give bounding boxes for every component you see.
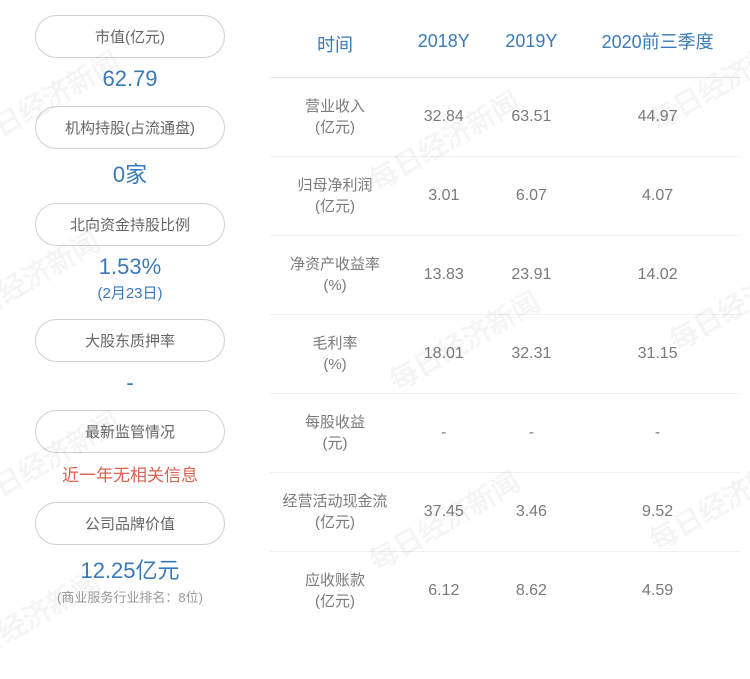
- cell: -: [575, 394, 740, 473]
- market-cap-label: 市值(亿元): [35, 15, 225, 58]
- table-row: 净资产收益率(%) 13.83 23.91 14.02: [270, 236, 740, 315]
- regulatory-status-label: 最新监管情况: [35, 410, 225, 453]
- table-row: 应收账款(亿元) 6.12 8.62 4.59: [270, 552, 740, 631]
- row-label-netprofit: 归母净利润(亿元): [270, 157, 400, 236]
- brand-value-note: (商业服务行业排名：8位): [57, 587, 203, 606]
- table-row: 经营活动现金流(亿元) 37.45 3.46 9.52: [270, 473, 740, 552]
- header-2019: 2019Y: [488, 15, 576, 78]
- table-body: 营业收入(亿元) 32.84 63.51 44.97 归母净利润(亿元) 3.0…: [270, 78, 740, 631]
- right-panel: 时间 2018Y 2019Y 2020前三季度 营业收入(亿元) 32.84 6…: [260, 15, 740, 663]
- table-row: 营业收入(亿元) 32.84 63.51 44.97: [270, 78, 740, 157]
- table-header-row: 时间 2018Y 2019Y 2020前三季度: [270, 15, 740, 78]
- regulatory-status-value: 近一年无相关信息: [62, 461, 198, 486]
- row-label-receivables: 应收账款(亿元): [270, 552, 400, 631]
- header-time: 时间: [270, 15, 400, 78]
- cell: 31.15: [575, 315, 740, 394]
- cell: 32.84: [400, 78, 488, 157]
- row-label-eps: 每股收益(元): [270, 394, 400, 473]
- cell: 6.12: [400, 552, 488, 631]
- cell: 37.45: [400, 473, 488, 552]
- cell: 3.01: [400, 157, 488, 236]
- cell: 4.59: [575, 552, 740, 631]
- market-cap-value: 62.79: [102, 66, 157, 92]
- row-label-revenue: 营业收入(亿元): [270, 78, 400, 157]
- cell: -: [488, 394, 576, 473]
- major-shareholder-pledge-value: -: [126, 370, 133, 396]
- table-row: 每股收益(元) - - -: [270, 394, 740, 473]
- institutional-holdings-value: 0家: [113, 157, 147, 189]
- header-2020q3: 2020前三季度: [575, 15, 740, 78]
- table-row: 毛利率(%) 18.01 32.31 31.15: [270, 315, 740, 394]
- cell: 23.91: [488, 236, 576, 315]
- cell: 44.97: [575, 78, 740, 157]
- brand-value-value: 12.25亿元: [80, 553, 179, 585]
- row-label-roe: 净资产收益率(%): [270, 236, 400, 315]
- left-panel: 市值(亿元) 62.79 机构持股(占流通盘) 0家 北向资金持股比例 1.53…: [10, 15, 260, 663]
- table-row: 归母净利润(亿元) 3.01 6.07 4.07: [270, 157, 740, 236]
- northbound-holdings-date: (2月23日): [97, 282, 162, 303]
- cell: 63.51: [488, 78, 576, 157]
- cell: 9.52: [575, 473, 740, 552]
- row-label-margin: 毛利率(%): [270, 315, 400, 394]
- cell: 6.07: [488, 157, 576, 236]
- financial-table: 时间 2018Y 2019Y 2020前三季度 营业收入(亿元) 32.84 6…: [270, 15, 740, 630]
- institutional-holdings-label: 机构持股(占流通盘): [35, 106, 225, 149]
- header-2018: 2018Y: [400, 15, 488, 78]
- brand-value-label: 公司品牌价值: [35, 502, 225, 545]
- cell: 13.83: [400, 236, 488, 315]
- major-shareholder-pledge-label: 大股东质押率: [35, 319, 225, 362]
- cell: 32.31: [488, 315, 576, 394]
- row-label-cashflow: 经营活动现金流(亿元): [270, 473, 400, 552]
- northbound-holdings-value: 1.53%: [99, 254, 161, 280]
- cell: 4.07: [575, 157, 740, 236]
- cell: 3.46: [488, 473, 576, 552]
- cell: 14.02: [575, 236, 740, 315]
- cell: -: [400, 394, 488, 473]
- northbound-holdings-label: 北向资金持股比例: [35, 203, 225, 246]
- cell: 8.62: [488, 552, 576, 631]
- cell: 18.01: [400, 315, 488, 394]
